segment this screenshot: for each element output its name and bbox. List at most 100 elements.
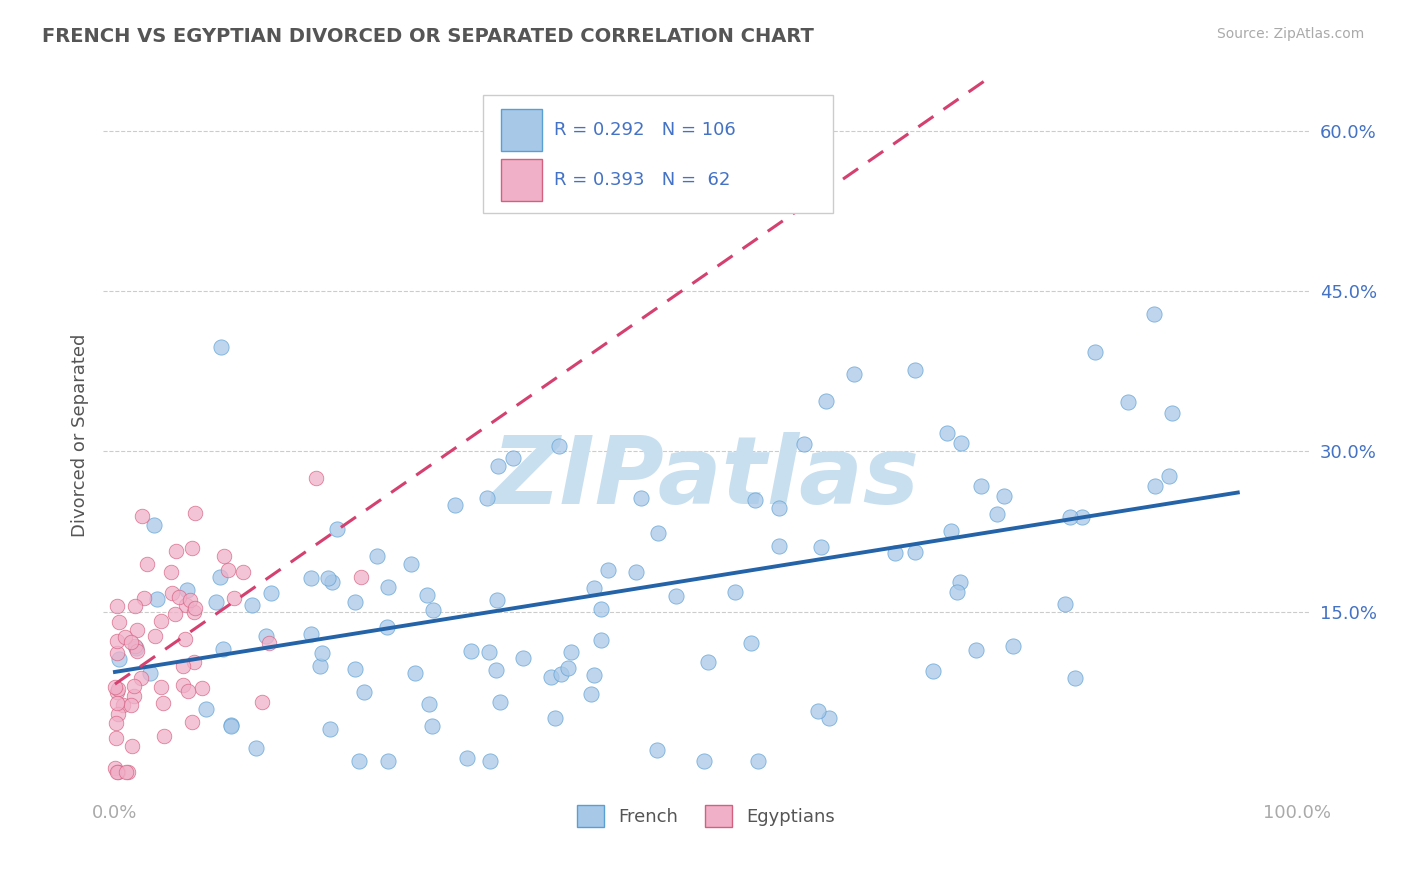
Legend: French, Egyptians: French, Egyptians xyxy=(569,798,842,834)
Point xyxy=(422,603,444,617)
Point xyxy=(115,764,138,779)
Point xyxy=(107,764,129,779)
Point xyxy=(260,586,283,600)
Point xyxy=(1159,468,1181,483)
Point xyxy=(903,363,925,377)
Point xyxy=(107,707,129,722)
Point xyxy=(142,518,165,533)
Point xyxy=(740,636,762,650)
Point xyxy=(254,629,277,643)
Point xyxy=(299,571,322,585)
Point xyxy=(180,714,202,729)
Point xyxy=(547,439,569,453)
Point xyxy=(744,493,766,508)
Point xyxy=(478,645,501,659)
Point xyxy=(475,491,498,506)
Point xyxy=(1070,509,1092,524)
Point xyxy=(149,680,172,694)
Point xyxy=(479,754,502,768)
Point xyxy=(922,665,945,679)
Point xyxy=(344,595,367,609)
Point xyxy=(143,629,166,643)
Point xyxy=(105,764,128,779)
Point xyxy=(693,754,716,768)
Point xyxy=(105,696,128,710)
Point xyxy=(183,605,205,619)
Point xyxy=(970,479,993,493)
Point xyxy=(488,458,510,473)
Point xyxy=(1161,406,1184,420)
Point xyxy=(1001,639,1024,653)
Point xyxy=(485,593,508,607)
Point xyxy=(724,585,747,599)
Point xyxy=(121,739,143,753)
Point xyxy=(583,581,606,595)
Point xyxy=(1059,509,1081,524)
Point xyxy=(160,586,183,600)
Point xyxy=(353,685,375,699)
Point xyxy=(125,640,148,655)
Point xyxy=(176,684,198,698)
Point xyxy=(172,658,194,673)
Point xyxy=(120,635,142,649)
Point xyxy=(165,544,187,558)
Point xyxy=(176,598,198,612)
Point xyxy=(1084,345,1107,359)
Point xyxy=(212,641,235,656)
Point xyxy=(377,754,399,768)
Point xyxy=(108,651,131,665)
Point xyxy=(986,507,1008,521)
Point xyxy=(366,549,388,563)
Point xyxy=(350,570,373,584)
Point xyxy=(485,663,508,677)
Point xyxy=(544,711,567,725)
Point xyxy=(807,704,830,718)
Point xyxy=(965,643,987,657)
Point xyxy=(305,471,328,485)
Point xyxy=(105,599,128,614)
Point xyxy=(1144,478,1167,492)
Point xyxy=(665,589,688,603)
Point xyxy=(105,685,128,699)
Point xyxy=(160,565,183,579)
Point xyxy=(326,522,349,536)
Point xyxy=(172,678,194,692)
Point xyxy=(647,525,669,540)
Point xyxy=(321,574,343,589)
Point xyxy=(120,698,142,712)
Point xyxy=(105,634,128,648)
Point xyxy=(1116,395,1139,409)
Point xyxy=(250,695,273,709)
Point xyxy=(122,679,145,693)
Point xyxy=(209,340,232,354)
Text: R = 0.292   N = 106: R = 0.292 N = 106 xyxy=(554,121,735,139)
Point xyxy=(696,655,718,669)
Point xyxy=(240,598,263,612)
Point xyxy=(139,666,162,681)
Point xyxy=(163,607,186,622)
Point xyxy=(127,624,149,638)
Point xyxy=(212,549,235,563)
Point xyxy=(245,741,267,756)
Point xyxy=(418,697,440,711)
Point xyxy=(420,719,443,733)
FancyBboxPatch shape xyxy=(482,95,832,213)
Point xyxy=(1054,597,1077,611)
Point xyxy=(181,541,204,555)
Point xyxy=(217,563,239,577)
Point xyxy=(184,601,207,615)
Point xyxy=(582,668,605,682)
Point xyxy=(489,695,512,709)
Point xyxy=(818,711,841,725)
Point xyxy=(104,680,127,694)
Point xyxy=(222,591,245,605)
Point xyxy=(993,489,1015,503)
Point xyxy=(557,661,579,675)
Point xyxy=(404,665,426,680)
Point xyxy=(589,632,612,647)
Text: FRENCH VS EGYPTIAN DIVORCED OR SEPARATED CORRELATION CHART: FRENCH VS EGYPTIAN DIVORCED OR SEPARATED… xyxy=(42,27,814,45)
Point xyxy=(1064,671,1087,685)
Point xyxy=(540,670,562,684)
Point xyxy=(810,541,832,555)
Point xyxy=(257,636,280,650)
